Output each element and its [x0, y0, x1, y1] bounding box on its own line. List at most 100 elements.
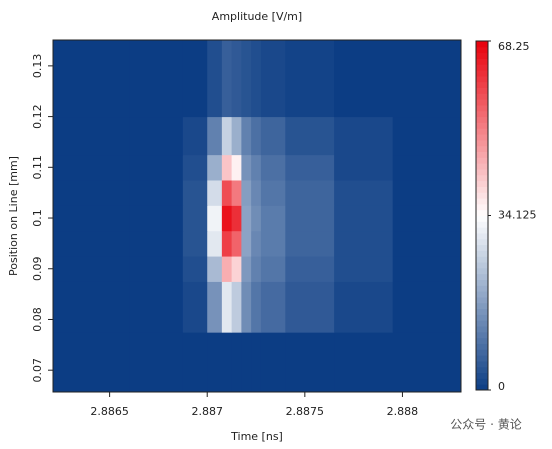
colorbar-segment — [476, 110, 488, 118]
heatmap-cell — [53, 40, 130, 118]
heatmap-cell — [207, 205, 223, 232]
colorbar-segment — [476, 221, 488, 228]
heatmap-cell — [129, 179, 184, 206]
heatmap-cell — [182, 332, 208, 393]
heatmap-cell — [285, 281, 335, 333]
x-tick-label: 2.887 — [191, 405, 223, 418]
heatmap-cell — [231, 332, 242, 393]
colorbar-segment — [476, 331, 488, 339]
heatmap-cell — [241, 281, 252, 333]
heatmap-cell — [251, 256, 262, 282]
heatmap-cell — [207, 179, 223, 206]
colorbar-segment — [476, 64, 488, 71]
colorbar-segment — [476, 285, 488, 292]
heatmap-cell — [241, 154, 252, 181]
heatmap-cell — [251, 179, 262, 206]
heatmap-cell — [129, 332, 184, 393]
colorbar-segment — [476, 186, 488, 193]
heatmap-cell — [241, 116, 252, 156]
colorbar-segment — [476, 238, 488, 246]
heatmap-cell — [129, 256, 184, 282]
colorbar-segment — [476, 355, 488, 362]
heatmap-cell — [231, 116, 242, 156]
colorbar-segment — [476, 157, 488, 164]
heatmap-cell — [241, 179, 252, 206]
colorbar-segment — [476, 267, 488, 275]
heatmap-cell — [392, 116, 462, 156]
heatmap-cell — [334, 116, 394, 156]
heatmap-cell — [231, 179, 242, 206]
heatmap-cell — [285, 154, 335, 181]
colorbar-segment — [476, 93, 488, 100]
colorbar-segment — [476, 360, 488, 368]
colorbar-segment — [476, 320, 488, 327]
colorbar-segment — [476, 198, 488, 205]
heatmap-cell — [231, 205, 242, 232]
colorbar-tick-label: 68.25 — [498, 40, 530, 53]
colorbar-segment — [476, 139, 488, 147]
plot-frame — [52, 39, 462, 393]
colorbar-segment — [476, 256, 488, 263]
colorbar-segment — [476, 372, 488, 379]
heatmap-cell — [251, 281, 262, 333]
heatmap-cell — [392, 205, 462, 232]
x-tick-label: 2.888 — [387, 405, 419, 418]
colorbar-segment — [476, 366, 488, 374]
heatmap-cell — [182, 116, 208, 156]
heatmap-cell — [251, 116, 262, 156]
heatmap-cell — [260, 281, 286, 333]
heatmap-cell — [334, 230, 394, 257]
heatmap-cell — [392, 154, 462, 181]
heatmap-cell — [182, 256, 208, 282]
heatmap-cell — [53, 179, 130, 206]
heatmap-cell — [334, 281, 394, 333]
y-tick-label: 0.08 — [31, 307, 44, 332]
colorbar-segment — [476, 163, 488, 170]
y-tick-label: 0.1 — [31, 209, 44, 227]
heatmap-cell — [207, 281, 223, 333]
heatmap-cell — [129, 281, 184, 333]
colorbar-segment — [476, 279, 488, 286]
colorbar-segment — [476, 70, 488, 77]
heatmap-cell — [285, 256, 335, 282]
colorbar-segment — [476, 349, 488, 356]
heatmap-cell — [182, 205, 208, 232]
y-tick-label: 0.09 — [31, 256, 44, 281]
watermark: 公众号 · 黄论 — [450, 418, 521, 432]
heatmap-cell — [221, 116, 233, 156]
heatmap-cell — [221, 154, 233, 181]
heatmap-cell — [260, 256, 286, 282]
x-tick-label: 2.8865 — [90, 405, 129, 418]
heatmap-cell — [53, 332, 130, 393]
heatmap-cell — [334, 256, 394, 282]
colorbar-segment — [476, 337, 488, 344]
heatmap-cell — [285, 332, 335, 393]
y-tick-label: 0.13 — [31, 54, 44, 79]
heatmap-cell — [207, 116, 223, 156]
heatmap-cell — [231, 230, 242, 257]
heatmap-cell — [53, 281, 130, 333]
heatmap-cell — [207, 230, 223, 257]
heatmap-cell — [334, 332, 394, 393]
heatmap-cell — [129, 40, 184, 118]
heatmap-cell — [260, 116, 286, 156]
colorbar-segment — [476, 326, 488, 333]
colorbar-segment — [476, 151, 488, 158]
heatmap-cell — [53, 205, 130, 232]
y-tick-label: 0.11 — [31, 155, 44, 180]
heatmap-cell — [207, 154, 223, 181]
heatmap-cell — [392, 256, 462, 282]
chart-title: Amplitude [V/m] — [212, 10, 302, 23]
colorbar-segment — [476, 384, 488, 391]
heatmap-cell — [221, 332, 233, 393]
heatmap-cell — [334, 205, 394, 232]
heatmap-cell — [392, 40, 462, 118]
heatmap-cell — [260, 332, 286, 393]
colorbar-segment — [476, 104, 488, 112]
colorbar-tick-label: 0 — [498, 380, 505, 393]
heatmap-cell — [53, 154, 130, 181]
colorbar-segment — [476, 273, 488, 280]
colorbar-segment — [476, 168, 488, 176]
heatmap-cell — [129, 230, 184, 257]
colorbar-segment — [476, 116, 488, 123]
